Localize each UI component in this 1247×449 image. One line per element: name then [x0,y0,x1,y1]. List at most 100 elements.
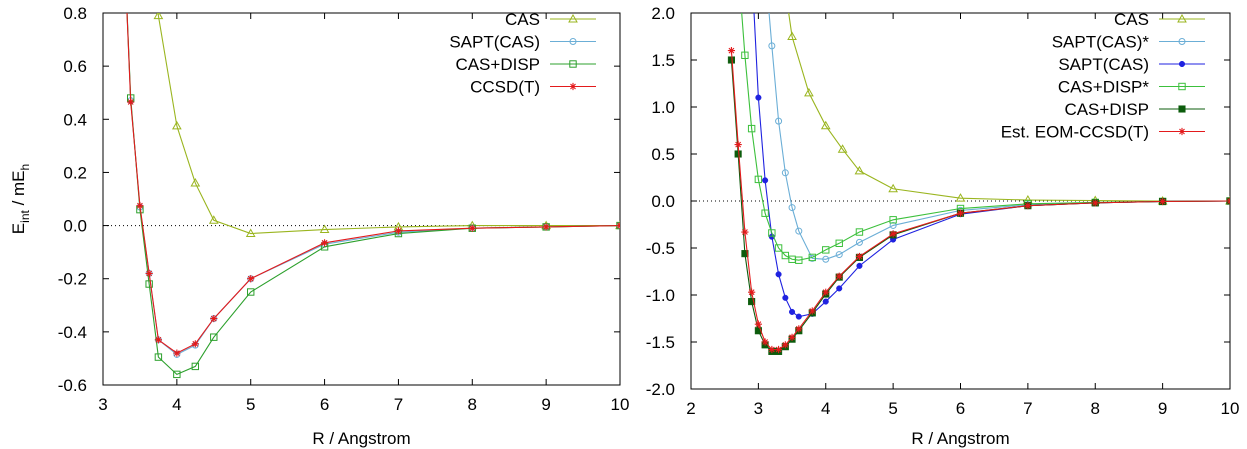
y-tick-label: 0.0 [63,217,87,236]
right-axis-ticks: 2 3 4 5 6 7 8 9 10 -2.0 -1.5 -1.0 -0.5 0.0 0.5 1.0 1.5 2.… [646,4,1240,418]
series-line-cas [788,13,1230,202]
data-point [804,87,814,97]
data-point [781,251,790,260]
data-point [1091,199,1099,207]
left-axis-ticks: 3 4 5 6 7 8 9 10 -0.6 -0.4 -0.2 0.0 0.2 0.4 0.6 0.8 [58,4,630,414]
data-point [173,370,181,379]
data-point [835,239,843,248]
data-point [748,288,756,296]
y-tick-label: 2.0 [651,4,675,23]
data-point [768,229,776,237]
data-point [855,252,864,261]
series-line-cas-disp [126,13,620,376]
legend-marker [569,82,577,91]
right-legend: CAS SAPT(CAS)* SAPT(CAS) CAS+DISP* CAS+DISP E… [1001,10,1205,142]
left-legend: CAS SAPT(CAS) CAS+DISP CCSD(T) [449,10,596,97]
left-y-axis-label: Eint / mEh [9,164,32,234]
data-point [787,31,797,40]
y-label-main: E [9,223,28,234]
legend-label: CAS+DISP [1064,100,1149,119]
data-point [153,13,164,20]
series-cas [153,13,620,238]
y-tick-label: -2.0 [646,380,675,399]
legend-entry-sapt-cas: SAPT(CAS) [449,33,596,52]
x-tick-label: 5 [888,399,897,418]
legend-label: CAS [1114,10,1149,29]
series-cas-disp [741,13,1230,264]
data-point [795,325,803,333]
data-point [889,216,897,224]
y-label-mid: / mE [9,170,28,210]
series-line-sapt-cas [753,13,1230,318]
x-tick-label: 2 [686,399,695,418]
data-point [727,47,736,55]
right-chart: 2 3 4 5 6 7 8 9 10 -2.0 -1.5 -1.0 -0.5 0.0 0.5 1.0 1.5 2.… [646,4,1240,448]
data-point [789,308,796,315]
legend-label: CCSD(T) [470,78,540,97]
right-x-axis-label: R / Angstrom [911,429,1009,448]
y-tick-label: 1.0 [651,98,675,117]
left-chart: 3 4 5 6 7 8 9 10 -0.6 -0.4 -0.2 0.0 0.2 0.4 0.6 0.8 CAS… [9,4,630,448]
data-point [136,202,144,210]
data-point [394,227,403,235]
legend-entry-sapt-cas: SAPT(CAS)* [1052,33,1205,52]
x-tick-label: 3 [754,399,763,418]
data-point [748,298,756,306]
x-tick-label: 9 [1158,399,1167,418]
x-tick-label: 4 [821,399,830,418]
legend-label: SAPT(CAS) [1058,55,1149,74]
x-tick-label: 10 [611,395,630,414]
legend-label: SAPT(CAS)* [1052,33,1150,52]
data-point [822,298,829,305]
data-point [795,313,802,320]
legend-marker [1178,82,1186,91]
data-point [956,209,965,217]
x-tick-label: 10 [1221,399,1240,418]
data-point [190,178,201,187]
legend-marker [1178,127,1186,136]
data-point [835,251,843,259]
data-point [888,183,898,193]
data-point [889,221,897,229]
data-point [247,275,255,283]
data-point [320,239,329,247]
data-point [245,228,256,238]
data-point [768,42,776,50]
y-tick-label: 1.5 [651,51,675,70]
data-point [781,169,789,177]
data-point [856,262,863,269]
data-point [154,353,163,361]
data-point [782,294,789,301]
legend-entry-cas: CAS [505,10,596,29]
x-tick-label: 3 [98,395,107,414]
legend-entry-ccsd-t: CCSD(T) [470,78,596,97]
left-plot-frame [102,12,621,386]
data-point [1024,202,1032,210]
data-point [154,336,162,344]
legend-marker [1178,105,1186,113]
data-point [542,223,550,231]
data-point [775,117,783,125]
data-point [747,124,756,133]
series-cas [787,13,1230,205]
data-point [855,228,864,236]
legend-marker [568,13,578,23]
y-tick-label: -0.6 [58,376,87,395]
y-tick-label: 0.5 [651,145,675,164]
data-point [616,221,620,230]
data-point [761,338,769,346]
data-point [822,288,830,296]
series-cas-disp [126,13,620,379]
series-cas-disp [727,56,1230,355]
data-point [762,177,769,184]
left-x-axis-label: R / Angstrom [312,429,410,448]
x-tick-label: 6 [956,399,965,418]
data-point [836,285,843,292]
data-point [835,272,843,280]
legend-marker [1178,60,1186,68]
y-label-sub2: h [18,164,32,171]
data-point [854,165,865,175]
y-tick-label: -1.0 [646,286,675,305]
y-tick-label: -1.5 [646,333,675,352]
